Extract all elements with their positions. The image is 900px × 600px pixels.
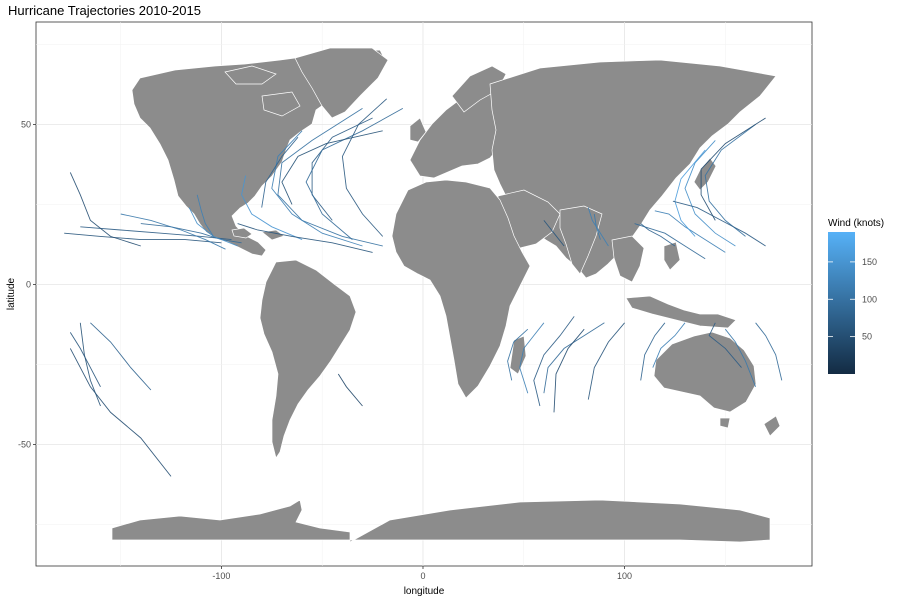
x-axis-ticks: -100 0 100 bbox=[212, 566, 632, 581]
hurricane-track bbox=[700, 117, 766, 221]
hurricane-track bbox=[543, 322, 605, 394]
x-tick-label: 100 bbox=[617, 571, 632, 581]
hurricane-track bbox=[69, 348, 172, 477]
hurricane-track bbox=[140, 223, 242, 244]
hurricane-track bbox=[237, 223, 373, 253]
hurricane-track bbox=[519, 322, 545, 394]
legend-tick-label: 50 bbox=[862, 332, 872, 342]
hurricane-track bbox=[543, 220, 565, 247]
y-tick-label: 50 bbox=[21, 119, 31, 129]
land-se-asia bbox=[611, 235, 645, 283]
hurricane-track bbox=[188, 207, 238, 247]
y-tick-label: 0 bbox=[26, 279, 31, 289]
land-arctic-islands bbox=[224, 65, 301, 117]
hurricane-track bbox=[654, 210, 726, 253]
hurricane-track bbox=[79, 322, 101, 407]
hurricane-track bbox=[587, 207, 609, 247]
legend-title: Wind (knots) bbox=[828, 218, 884, 229]
land-africa bbox=[391, 179, 531, 399]
hurricane-track bbox=[120, 213, 226, 250]
land-uk bbox=[409, 117, 427, 143]
hurricane-track bbox=[704, 124, 756, 237]
hurricane-tracks bbox=[64, 98, 783, 477]
x-tick-label: 0 bbox=[420, 571, 425, 581]
land-antarctica bbox=[111, 499, 771, 543]
land-india bbox=[559, 205, 603, 275]
land-layer bbox=[111, 47, 781, 543]
hurricane-track bbox=[305, 108, 404, 240]
hurricane-track bbox=[724, 328, 757, 387]
legend-tick-label: 100 bbox=[862, 294, 877, 304]
land-japan bbox=[693, 157, 717, 191]
land-philippines bbox=[663, 241, 681, 271]
hurricane-track bbox=[337, 373, 363, 407]
hurricane-track bbox=[640, 322, 666, 381]
hurricane-track bbox=[90, 322, 152, 391]
hurricane-track bbox=[587, 322, 625, 400]
y-axis-ticks: -50 0 50 bbox=[18, 119, 36, 449]
hurricane-track bbox=[80, 226, 232, 241]
land-greenland bbox=[294, 47, 389, 119]
legend-ticks: 50 100 150 bbox=[828, 257, 877, 342]
y-tick-label: -50 bbox=[18, 439, 31, 449]
hurricane-track bbox=[196, 194, 214, 237]
land-indonesia bbox=[625, 295, 737, 329]
legend-tick-label: 150 bbox=[862, 257, 877, 267]
hurricane-track bbox=[281, 130, 383, 205]
hurricane-track bbox=[533, 316, 575, 407]
hurricane-track bbox=[672, 200, 766, 247]
hurricane-track bbox=[261, 136, 299, 208]
land-madagascar bbox=[509, 335, 527, 375]
land-australia bbox=[653, 331, 757, 413]
hurricane-track bbox=[64, 232, 222, 244]
hurricane-track bbox=[640, 223, 676, 247]
legend-colorbar bbox=[828, 232, 855, 374]
hurricane-track bbox=[652, 322, 686, 368]
hurricane-track bbox=[69, 172, 141, 247]
land-tasmania bbox=[719, 417, 731, 429]
land-south-america bbox=[259, 259, 357, 459]
hurricane-track bbox=[507, 328, 529, 381]
hurricane-track bbox=[277, 108, 383, 247]
color-legend: Wind (knots) 50 100 150 bbox=[828, 218, 884, 374]
hurricane-track bbox=[755, 322, 783, 381]
hurricane-track bbox=[634, 223, 706, 260]
land-caribbean bbox=[231, 227, 285, 241]
hurricane-track bbox=[684, 140, 736, 247]
x-tick-label: -100 bbox=[212, 571, 230, 581]
x-axis-title: longitude bbox=[404, 586, 445, 597]
hurricane-track bbox=[241, 175, 303, 241]
hurricane-track bbox=[311, 117, 373, 221]
hurricane-track bbox=[674, 149, 706, 237]
hurricane-track bbox=[553, 328, 585, 413]
hurricane-track bbox=[708, 322, 742, 368]
hurricane-track bbox=[271, 130, 363, 247]
hurricane-track bbox=[341, 98, 388, 237]
y-axis-title: latitude bbox=[6, 277, 17, 310]
land-new-zealand bbox=[763, 415, 781, 437]
chart-title: Hurricane Trajectories 2010-2015 bbox=[8, 3, 201, 18]
